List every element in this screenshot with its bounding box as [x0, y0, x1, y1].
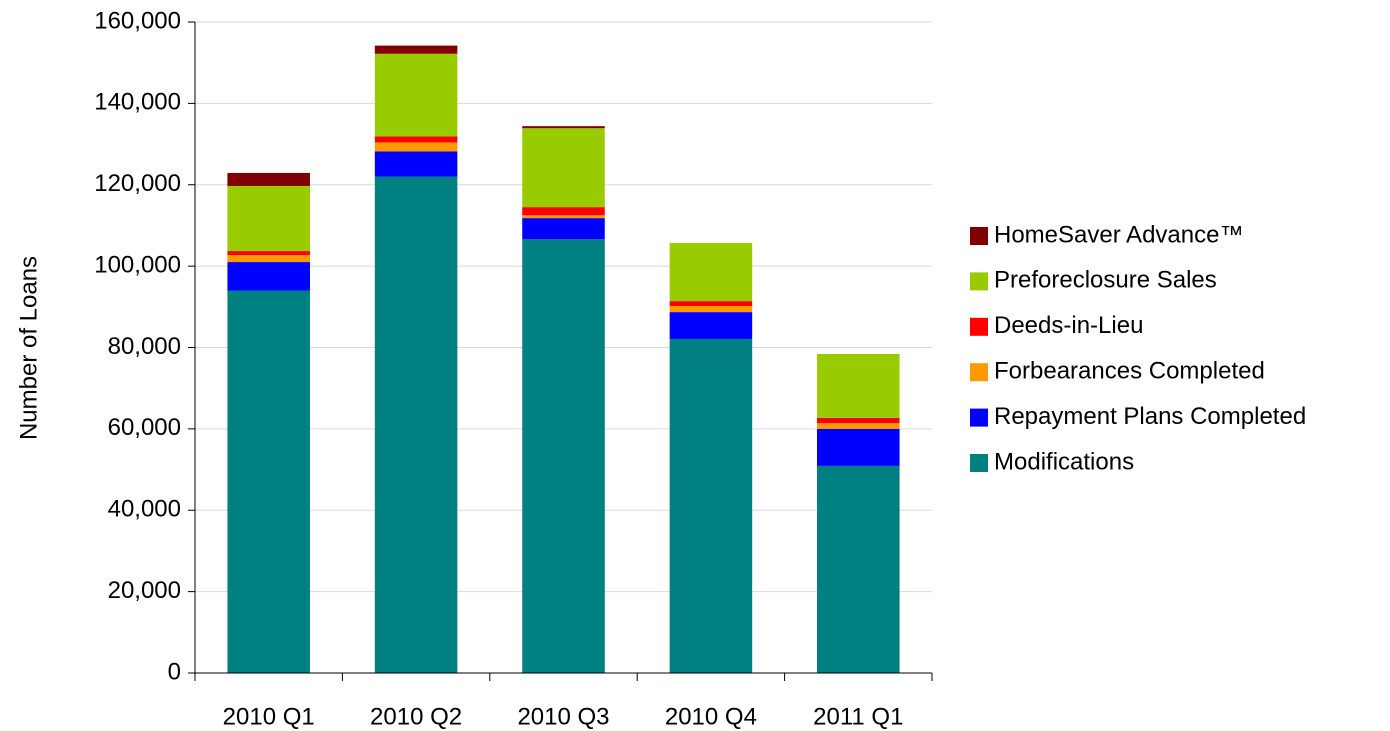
bar-segment: [227, 251, 310, 256]
y-tick-label: 40,000: [108, 496, 181, 523]
bar-segment: [227, 185, 310, 252]
y-tick-label: 80,000: [108, 333, 181, 360]
legend-label: Deeds-in-Lieu: [994, 312, 1143, 339]
legend-label: Preforeclosure Sales: [994, 267, 1217, 294]
bar-segment: [522, 215, 605, 219]
legend-swatch: [970, 454, 988, 472]
bar-segment: [817, 428, 900, 466]
y-tick-label: 160,000: [94, 7, 181, 34]
bar-segment: [227, 290, 310, 673]
legend-label: Forbearances Completed: [994, 358, 1265, 385]
bar-segment: [374, 176, 458, 674]
legend-swatch: [970, 408, 988, 427]
bar-segment: [817, 465, 900, 673]
bar-segment: [669, 338, 753, 673]
bar-segment: [669, 242, 753, 302]
legend-swatch: [970, 272, 988, 291]
y-tick-label: 140,000: [94, 89, 181, 116]
bar-segment: [374, 142, 458, 152]
bar-segment: [817, 423, 900, 429]
x-tick-label: 2010 Q4: [665, 703, 757, 730]
bar-segment: [227, 262, 310, 291]
bar-segment: [669, 301, 753, 306]
legend-label: HomeSaver Advance™: [994, 221, 1243, 248]
legend-swatch: [970, 227, 988, 245]
bar-segment: [374, 45, 458, 54]
bar-segment: [374, 136, 458, 143]
x-tick-label: 2010 Q3: [517, 703, 609, 730]
legend-label: Modifications: [994, 448, 1134, 475]
y-tick-label: 60,000: [108, 414, 181, 441]
bar-segment: [817, 417, 900, 424]
y-axis-label: Number of Loans: [15, 256, 42, 440]
y-tick-label: 0: [168, 658, 181, 685]
bar-segment: [522, 218, 605, 240]
bar-segment: [227, 172, 310, 186]
bar-segment: [522, 239, 605, 674]
legend-label: Repayment Plans Completed: [994, 403, 1306, 430]
x-tick-label: 2011 Q1: [813, 703, 903, 730]
bar-segment: [522, 207, 605, 216]
y-tick-label: 100,000: [94, 251, 181, 278]
y-tick-label: 20,000: [108, 577, 181, 604]
bar-segment: [374, 53, 458, 137]
bar-segment: [374, 151, 458, 177]
bar-segment: [669, 312, 753, 339]
x-tick-label: 2010 Q2: [370, 703, 462, 730]
legend-swatch: [970, 317, 988, 336]
legend-swatch: [970, 363, 988, 382]
bar-segment: [669, 305, 753, 313]
y-tick-label: 120,000: [94, 170, 181, 197]
bar-segment: [522, 126, 605, 129]
x-tick-label: 2010 Q1: [223, 703, 315, 730]
bar-segment: [227, 255, 310, 263]
bar-segment: [817, 354, 900, 418]
bar-segment: [522, 128, 605, 208]
